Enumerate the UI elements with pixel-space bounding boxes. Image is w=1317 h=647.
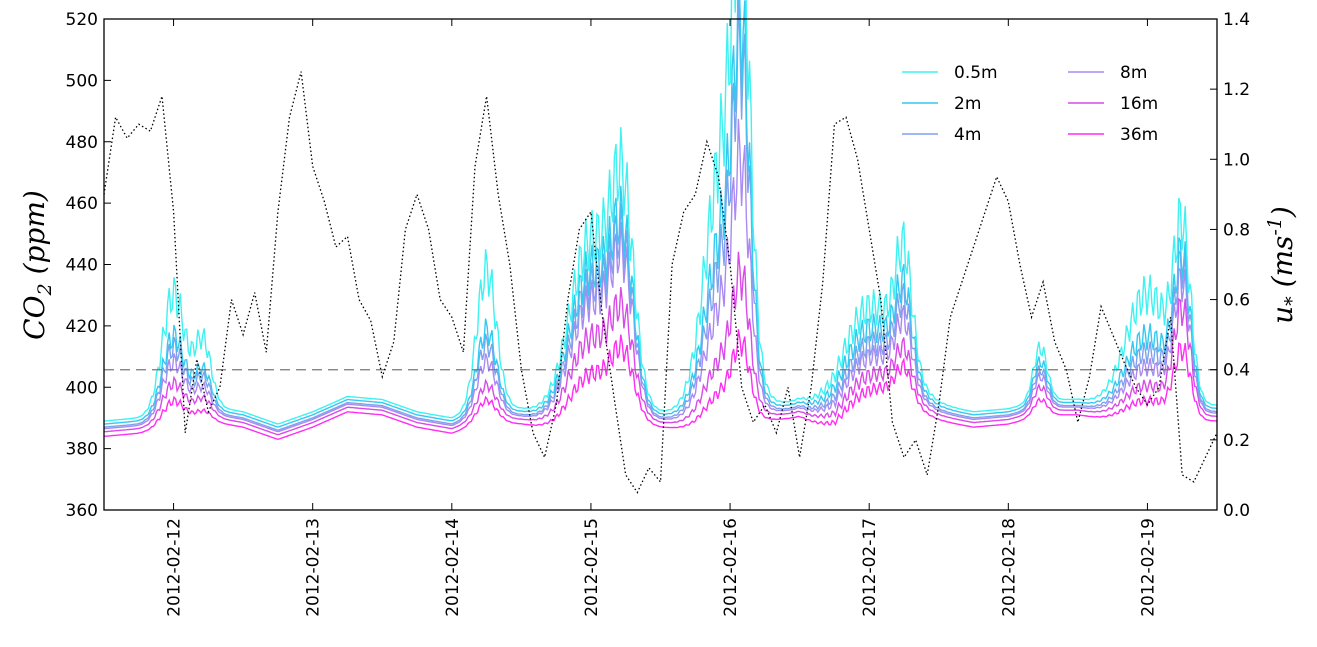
- right-tick-label: 1.4: [1223, 10, 1250, 30]
- x-tick-label: 2012-02-13: [304, 518, 324, 617]
- x-tick-label: 2012-02-19: [1138, 518, 1158, 617]
- left-tick-label: 440: [66, 256, 98, 276]
- right-tick-label: 0.6: [1223, 291, 1250, 311]
- x-tick-label: 2012-02-12: [165, 518, 185, 617]
- legend-label: 8m: [1120, 63, 1147, 83]
- right-tick-label: 1.0: [1223, 150, 1250, 170]
- right-tick-label: 1.2: [1223, 80, 1250, 100]
- x-tick-label: 2012-02-15: [582, 518, 602, 617]
- series-line-16m: [103, 251, 1218, 436]
- right-tick-label: 0.8: [1223, 220, 1250, 240]
- left-tick-label: 380: [66, 440, 98, 460]
- x-tick-label: 2012-02-18: [999, 518, 1019, 617]
- x-tick-label: 2012-02-16: [721, 518, 741, 617]
- legend-label: 16m: [1120, 94, 1158, 114]
- left-tick-label: 460: [66, 194, 98, 214]
- series-layer: [103, 0, 1218, 440]
- left-tick-label: 480: [66, 133, 98, 153]
- y-axis-title-left: CO2 (ppm): [18, 190, 56, 340]
- legend-label: 36m: [1120, 125, 1158, 145]
- left-tick-label: 360: [66, 501, 98, 521]
- series-line-2m: [103, 0, 1218, 428]
- left-tick-label: 420: [66, 317, 98, 337]
- legend: 0.5m 2m 4m 8m 16m 36m: [902, 63, 1158, 145]
- x-axis: 2012-02-12 2012-02-13 2012-02-14 2012-02-15…: [165, 19, 1158, 617]
- left-tick-label: 500: [66, 71, 98, 91]
- x-tick-label: 2012-02-14: [443, 518, 463, 617]
- right-tick-label: 0.4: [1223, 361, 1250, 381]
- right-tick-label: 0.2: [1223, 431, 1250, 451]
- series-line-8m: [103, 118, 1218, 433]
- ustar-series-line: [103, 71, 1218, 494]
- y-axis-title-right: u* (ms-1): [1264, 206, 1303, 324]
- x-tick-label: 2012-02-17: [860, 518, 880, 617]
- legend-label: 4m: [954, 125, 981, 145]
- left-tick-label: 520: [66, 10, 98, 30]
- legend-label: 2m: [954, 94, 981, 114]
- left-tick-label: 400: [66, 378, 98, 398]
- series-line-36m: [103, 329, 1218, 440]
- series-line-0.5m: [103, 0, 1218, 425]
- legend-label: 0.5m: [954, 63, 998, 83]
- right-axis: 0.0 0.2 0.4 0.6 0.8 1.0 1.2 1.4: [1210, 10, 1250, 521]
- left-axis: 360 380 400 420 440 460 480 500 520: [66, 10, 111, 521]
- right-tick-label: 0.0: [1223, 501, 1250, 521]
- series-line-4m: [103, 0, 1218, 431]
